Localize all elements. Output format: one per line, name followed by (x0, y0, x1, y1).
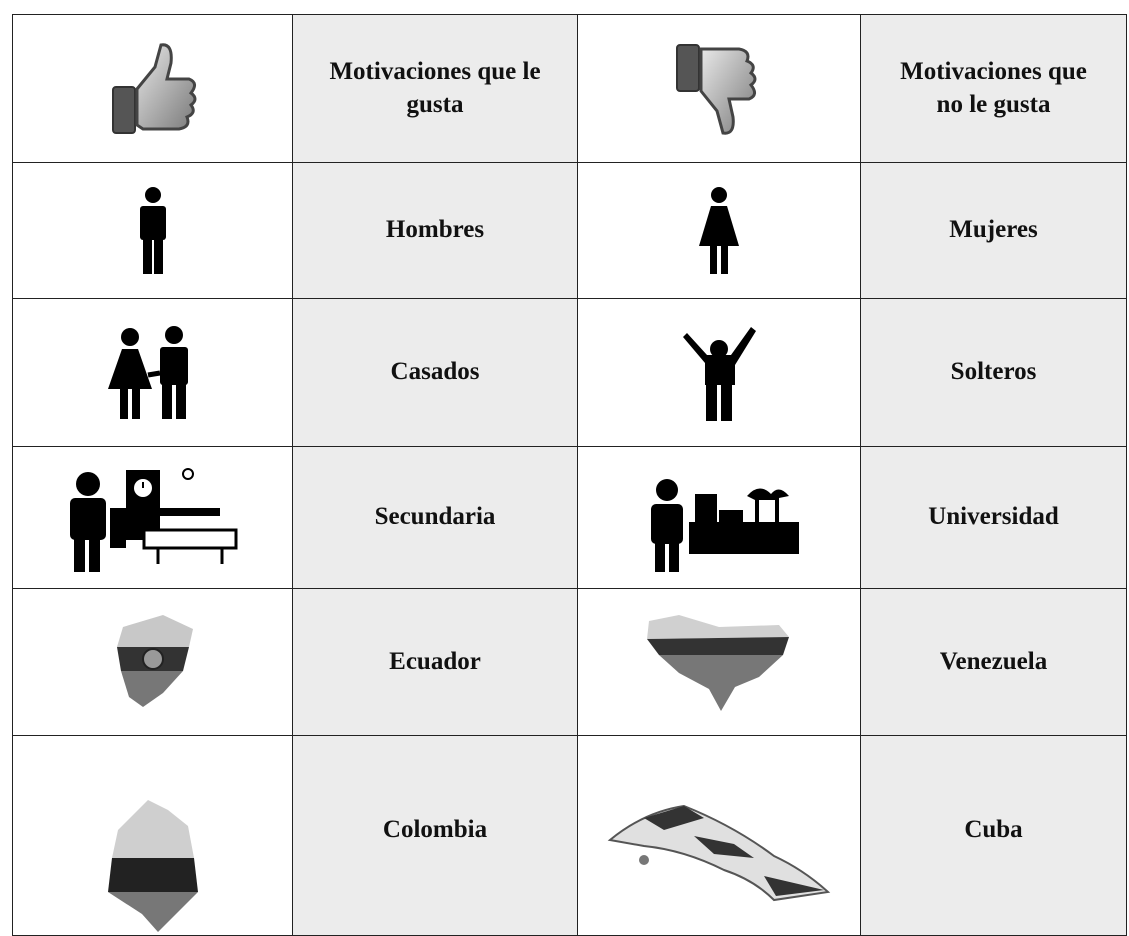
cuba-map-icon (607, 804, 831, 902)
icon-cell (578, 15, 861, 163)
label-cell: Cuba (861, 736, 1127, 936)
woman-icon (699, 186, 739, 274)
couple-icon (107, 325, 188, 419)
label-cell: Colombia (293, 736, 578, 936)
table: Motivaciones que le gusta Motivaciones q… (12, 14, 1127, 936)
ecuador-map-icon (116, 615, 193, 707)
icon-cell (578, 163, 861, 299)
venezuela-map-icon (647, 615, 789, 711)
icon-cell (13, 736, 293, 936)
label-cell: Motivaciones que no le gusta (861, 15, 1127, 163)
label-cell: Secundaria (293, 447, 578, 589)
icon-cell (578, 447, 861, 589)
icon-cell (13, 589, 293, 736)
man-icon (139, 186, 166, 274)
icon-cell (578, 589, 861, 736)
icon-cell (13, 299, 293, 447)
thumbs-down-icon (676, 43, 757, 135)
label-cell: Venezuela (861, 589, 1127, 736)
secondary-school-icon (69, 468, 237, 572)
label-cell: Universidad (861, 447, 1127, 589)
label-cell: Ecuador (293, 589, 578, 736)
thumbs-up-icon (111, 42, 196, 134)
label-cell: Solteros (861, 299, 1127, 447)
colombia-map-icon (107, 800, 198, 932)
label-cell: Casados (293, 299, 578, 447)
label-cell: Mujeres (861, 163, 1127, 299)
icon-cell (13, 163, 293, 299)
icon-cell (578, 299, 861, 447)
icon-cell (578, 736, 861, 936)
icon-cell (13, 15, 293, 163)
label-cell: Hombres (293, 163, 578, 299)
university-icon (651, 479, 799, 572)
label-cell: Motivaciones que le gusta (293, 15, 578, 163)
single-icon (683, 326, 756, 421)
icon-cell (13, 447, 293, 589)
